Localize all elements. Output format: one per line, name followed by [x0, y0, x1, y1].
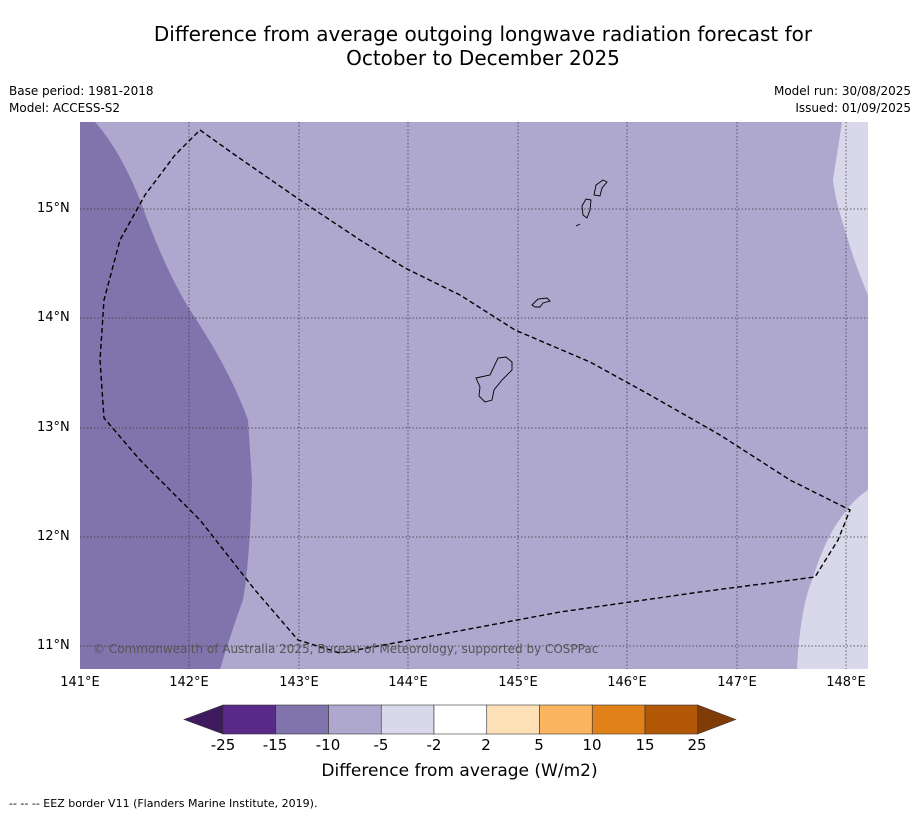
cb-tick-1: -15 [262, 736, 288, 754]
cb-tick-5: 2 [481, 736, 491, 754]
lon-label-141: 141°E [60, 675, 100, 690]
cb-tick-4: -2 [426, 736, 442, 754]
lat-label-12: 12°N [37, 529, 70, 544]
island-aguijan [575, 223, 581, 227]
colorbar-extend-low [183, 704, 224, 735]
model-run: Model run: 30/08/2025 [773, 84, 911, 98]
lat-label-11: 11°N [37, 638, 70, 653]
cb-tick-9: 25 [687, 736, 707, 754]
colorbar-cell [380, 704, 435, 735]
lon-label-147: 147°E [717, 675, 757, 690]
anomaly-band-minus2-northeast [833, 122, 868, 295]
island-rota [531, 297, 551, 308]
lat-label-14: 14°N [37, 310, 70, 325]
lat-label-15: 15°N [37, 201, 70, 216]
colorbar-label: Difference from average (W/m2) [321, 761, 598, 781]
islands [475, 179, 608, 403]
title-line-1: Difference from average outgoing longwav… [153, 22, 813, 46]
eez-footnote: -- -- -- EEZ border V11 (Flanders Marine… [9, 797, 318, 810]
anomaly-band-minus10-west [80, 122, 252, 669]
base-period: Base period: 1981-2018 [9, 84, 154, 98]
colorbar-cell [222, 704, 277, 735]
colorbar-cell [486, 704, 540, 735]
lon-label-143: 143°E [279, 675, 319, 690]
island-tinian [581, 198, 592, 219]
lon-label-144: 144°E [388, 675, 428, 690]
chart-title: Difference from average outgoing longwav… [0, 22, 919, 70]
meta-right: Model run: 30/08/2025 Issued: 01/09/2025 [774, 83, 911, 117]
copyright-notice: © Commonwealth of Australia 2025, Bureau… [93, 642, 599, 656]
colorbar-cell [328, 704, 382, 735]
colorbar-cell [591, 704, 646, 735]
island-guam [475, 356, 513, 403]
lon-label-145: 145°E [498, 675, 538, 690]
colorbar-cell [644, 704, 699, 735]
lat-label-13: 13°N [37, 420, 70, 435]
cb-tick-2: -10 [315, 736, 341, 754]
anomaly-band-minus2-southeast [797, 490, 868, 669]
cb-tick-7: 10 [582, 736, 602, 754]
meta-left: Base period: 1981-2018 Model: ACCESS-S2 [9, 83, 154, 117]
colorbar-cell [433, 704, 488, 735]
colorbar-cell [275, 704, 329, 735]
model-name: Model: ACCESS-S2 [9, 101, 121, 115]
eez-border [99, 129, 851, 654]
cb-tick-6: 5 [534, 736, 544, 754]
graticule [80, 122, 868, 669]
lon-label-146: 146°E [607, 675, 647, 690]
lon-label-142: 142°E [169, 675, 209, 690]
cb-tick-8: 15 [635, 736, 655, 754]
cb-tick-0: -25 [210, 736, 236, 754]
issued-date: Issued: 01/09/2025 [795, 101, 911, 115]
title-line-2: October to December 2025 [346, 46, 620, 70]
colorbar-cell [539, 704, 593, 735]
island-saipan [593, 179, 608, 197]
cb-tick-3: -5 [373, 736, 389, 754]
colorbar-extend-high [697, 704, 737, 735]
lon-label-148: 148°E [826, 675, 866, 690]
